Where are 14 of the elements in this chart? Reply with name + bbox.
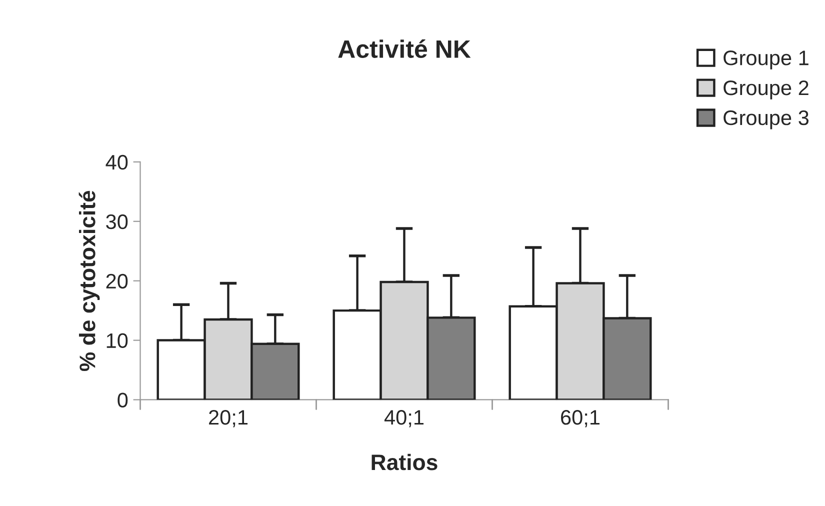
y-tick-label: 30 [106, 214, 128, 230]
x-tick-label: 60;1 [561, 410, 600, 428]
y-tick-label: 20 [106, 274, 128, 289]
y-tick-label: 40 [106, 154, 128, 170]
chart-title: Activité NK [338, 39, 471, 58]
legend-label: Groupe 1 [724, 50, 808, 70]
legend-label: Groupe 2 [724, 80, 808, 100]
x-tick-label: 40;1 [384, 410, 424, 428]
y-tick-label: 10 [106, 333, 128, 348]
x-tick-label: 20;1 [209, 410, 248, 428]
y-tick-label: 0 [118, 392, 128, 408]
x-axis-title: Ratios [372, 454, 438, 470]
legend-label: Groupe 3 [724, 110, 809, 130]
y-axis-title: % de cytotoxicité [78, 190, 100, 372]
